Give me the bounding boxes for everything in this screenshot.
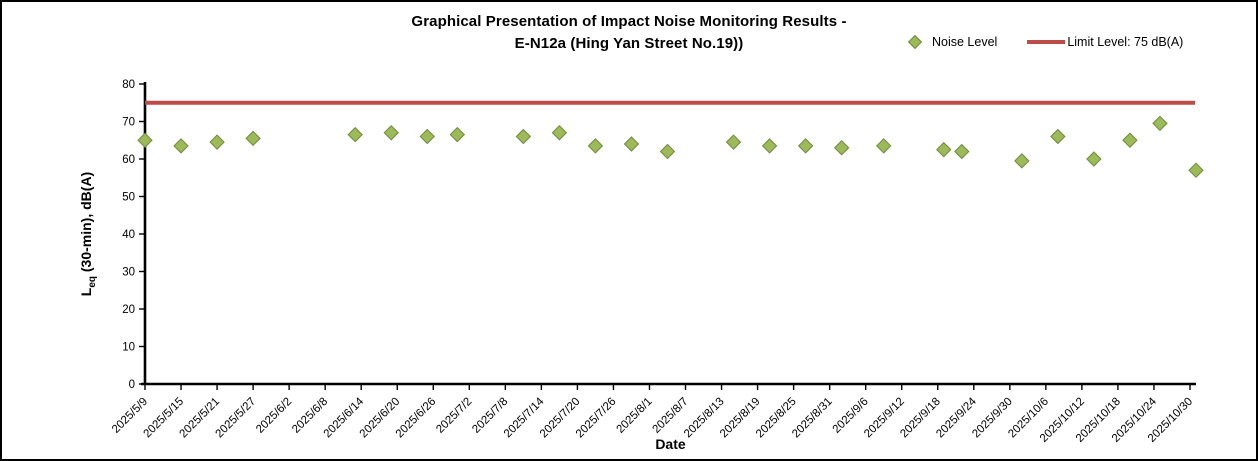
x-axis-title: Date bbox=[655, 436, 686, 452]
y-tick-label: 50 bbox=[122, 192, 135, 204]
y-tick-label: 0 bbox=[129, 379, 135, 391]
chart-title-line2: E-N12a (Hing Yan Street No.19)) bbox=[514, 35, 744, 52]
data-point bbox=[551, 125, 568, 141]
y-tick-label: 10 bbox=[122, 342, 135, 354]
data-point bbox=[1188, 162, 1204, 178]
data-point bbox=[875, 138, 892, 154]
data-point bbox=[587, 138, 604, 154]
data-point bbox=[623, 136, 640, 152]
x-tick-label: 2025/8/1 bbox=[614, 396, 654, 436]
data-point bbox=[383, 125, 399, 141]
data-point bbox=[936, 141, 952, 158]
data-point bbox=[1050, 128, 1066, 145]
data-point bbox=[137, 132, 153, 148]
y-tick-label: 30 bbox=[122, 267, 135, 279]
data-point bbox=[1014, 153, 1030, 169]
chart-title-line1: Graphical Presentation of Impact Noise M… bbox=[411, 13, 847, 30]
x-tick-label: 2025/7/2 bbox=[434, 396, 474, 436]
data-point bbox=[515, 128, 532, 145]
data-point bbox=[761, 138, 778, 154]
data-point bbox=[833, 140, 850, 156]
legend: Noise Level Limit Level: 75 dB(A) bbox=[907, 34, 1183, 50]
data-point bbox=[347, 126, 363, 143]
data-point bbox=[209, 134, 225, 150]
data-point bbox=[173, 138, 189, 154]
data-point bbox=[419, 128, 435, 145]
legend-item-noise-level: Noise Level bbox=[907, 34, 998, 50]
data-point bbox=[797, 138, 814, 154]
data-point bbox=[449, 126, 466, 143]
data-point bbox=[659, 143, 676, 160]
data-point bbox=[1086, 151, 1102, 167]
legend-item-limit-level: Limit Level: 75 dB(A) bbox=[997, 35, 1183, 49]
data-point bbox=[245, 130, 261, 147]
y-tick-label: 60 bbox=[122, 154, 135, 166]
y-tick-label: 20 bbox=[122, 304, 135, 316]
x-tick-label: 2025/6/2 bbox=[254, 396, 294, 436]
data-point bbox=[1122, 132, 1138, 148]
y-tick-label: 80 bbox=[122, 79, 135, 91]
y-tick-label: 70 bbox=[122, 117, 135, 129]
legend-label-noise-level: Noise Level bbox=[932, 35, 998, 49]
data-point bbox=[954, 143, 970, 160]
limit-line-icon bbox=[1027, 40, 1066, 44]
chart-title: Graphical Presentation of Impact Noise M… bbox=[2, 11, 1256, 55]
legend-label-limit-level: Limit Level: 75 dB(A) bbox=[1067, 35, 1184, 49]
data-point bbox=[1152, 115, 1168, 132]
y-tick-label: 40 bbox=[122, 229, 135, 241]
data-point bbox=[725, 134, 742, 150]
